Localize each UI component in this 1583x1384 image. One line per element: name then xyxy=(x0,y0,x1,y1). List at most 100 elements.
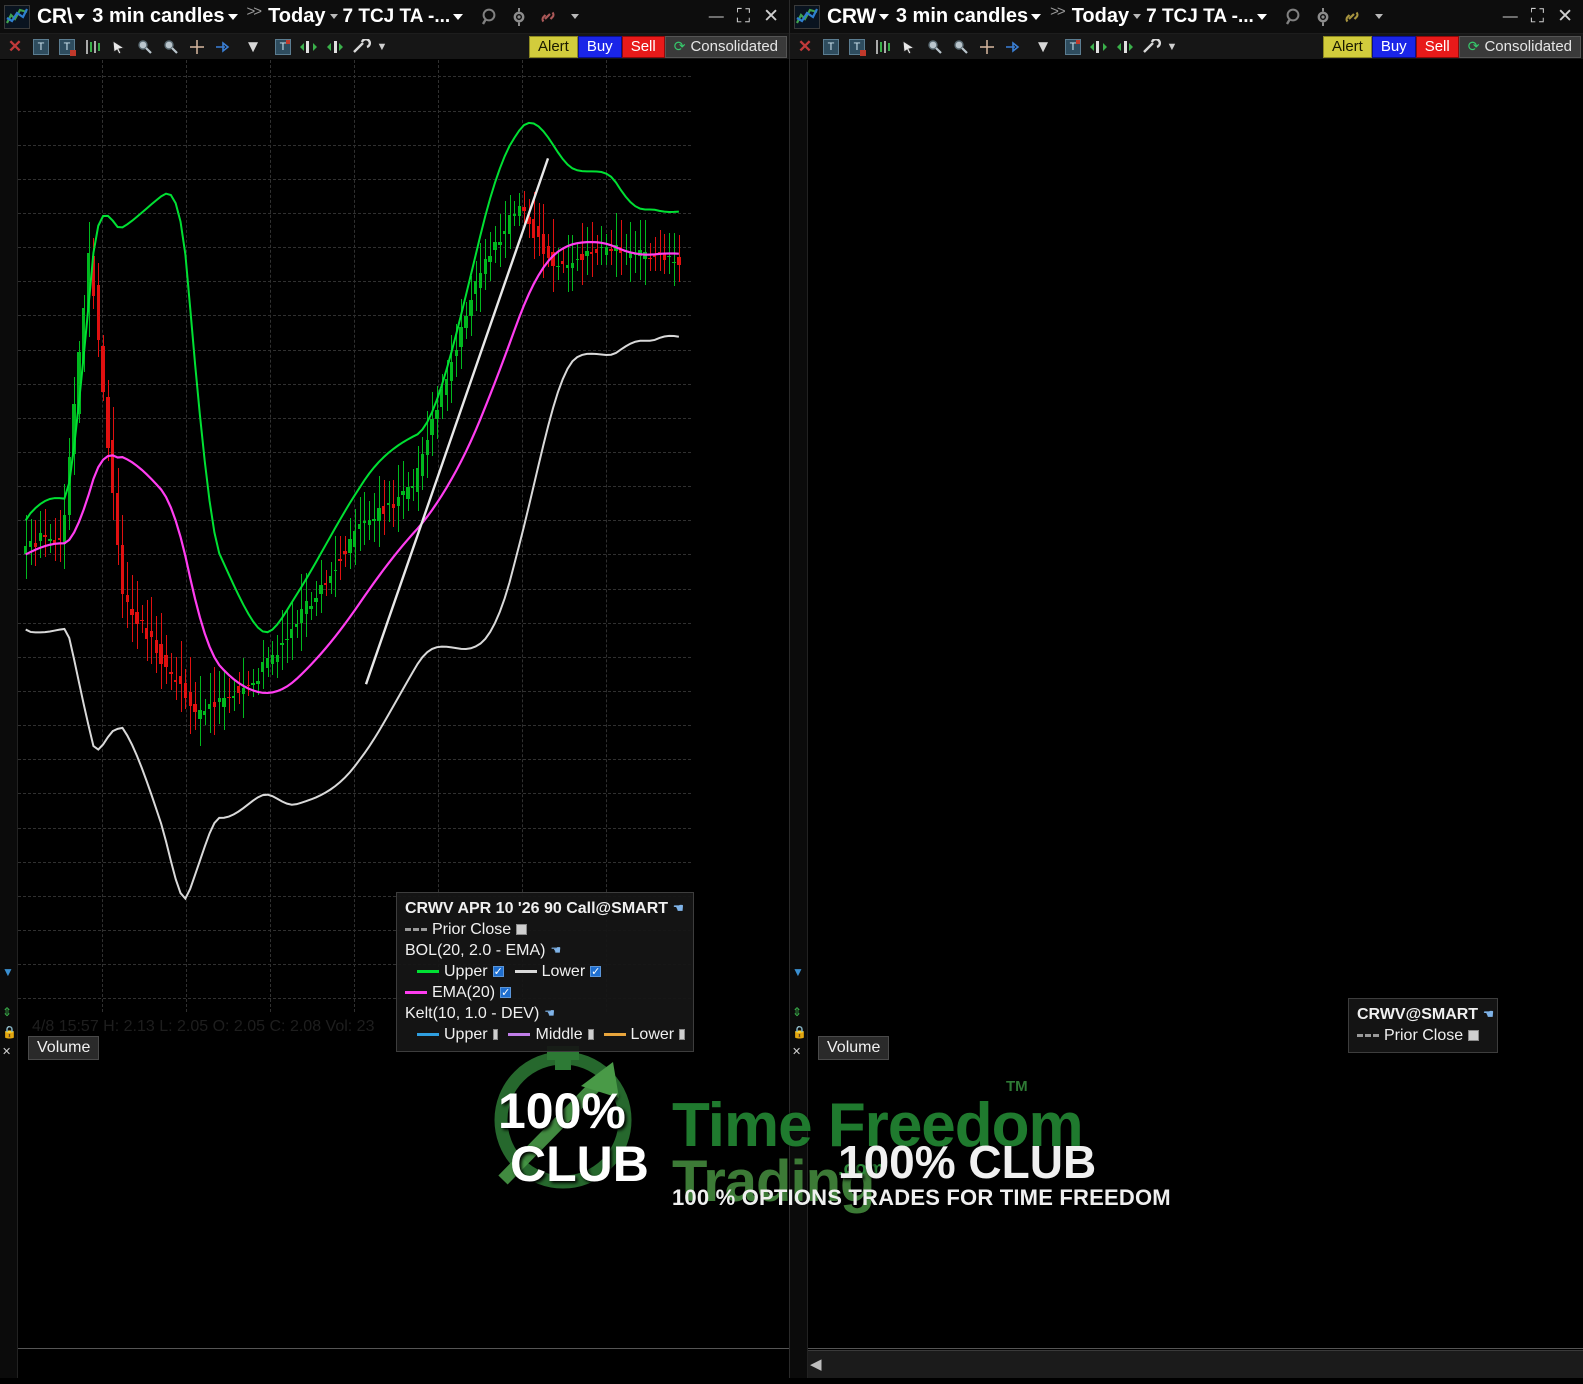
arrow-icon[interactable] xyxy=(1000,36,1026,58)
chevrons-icon[interactable]: >> xyxy=(246,2,262,20)
volume-panel-right[interactable] xyxy=(808,1038,1583,1348)
legend-title-row[interactable]: CRWV APR 10 '26 90 Call@SMART ☚ xyxy=(405,898,685,919)
ema-checkbox[interactable] xyxy=(500,983,512,1004)
legend-title-row[interactable]: CRWV@SMART ☚ xyxy=(1357,1004,1494,1025)
text-icon[interactable]: T xyxy=(28,36,54,58)
search-icon[interactable] xyxy=(480,7,500,27)
kelt-middle-checkbox[interactable] xyxy=(587,1029,594,1040)
link-dropdown-icon[interactable] xyxy=(571,14,580,19)
zoom-in-icon[interactable] xyxy=(132,36,158,58)
symbol-dropdown-icon[interactable] xyxy=(878,13,889,20)
range-label[interactable]: Today xyxy=(1071,5,1130,27)
pin-icon[interactable]: ⇕ xyxy=(792,1005,803,1019)
legend-row-bol[interactable]: BOL(20, 2.0 - EMA) ☚ xyxy=(405,940,685,961)
kelt-lower-checkbox[interactable] xyxy=(679,1029,686,1040)
lock-icon[interactable]: 🔒 xyxy=(792,1025,807,1039)
collapse-h-icon[interactable] xyxy=(322,36,348,58)
price-panel-right[interactable] xyxy=(808,60,1583,1012)
minimize-button[interactable]: — xyxy=(708,8,724,25)
chevrons-icon[interactable]: >> xyxy=(1050,2,1065,20)
interval-label[interactable]: 3 min candles xyxy=(92,5,225,27)
interval-dropdown-icon[interactable] xyxy=(227,13,238,20)
interval-dropdown-icon[interactable] xyxy=(1031,13,1042,20)
chart-legend-left[interactable]: CRWV APR 10 '26 90 Call@SMART ☚ Prior Cl… xyxy=(396,892,694,1052)
legend-row-bol-bands[interactable]: Upper Lower xyxy=(405,961,685,983)
plot-area-left[interactable]: Volume 4/8 15:57 H: 2.13 L: 2.05 O: 2.05… xyxy=(18,60,789,1384)
prior-close-checkbox[interactable] xyxy=(516,924,528,935)
expand-h-icon[interactable] xyxy=(296,36,322,58)
expand-h-icon[interactable] xyxy=(1086,36,1112,58)
buy-button[interactable]: Buy xyxy=(1371,35,1416,58)
layout-label[interactable]: 7 TCJ TA -... xyxy=(342,5,451,27)
text-icon[interactable]: T xyxy=(818,36,844,58)
chart-legend-right[interactable]: CRWV@SMART ☚ Prior Close xyxy=(1348,998,1498,1053)
gear-icon[interactable] xyxy=(1313,7,1333,27)
consolidated-button[interactable]: ⟳ Consolidated xyxy=(664,35,787,58)
chart-canvas-right[interactable]: ▼ ⇕ 🔒 ✕ Volume CRWV@SMART ☚ Prior Close xyxy=(790,60,1583,1384)
minimize-button[interactable]: — xyxy=(1502,8,1518,25)
legend-row-prior-close[interactable]: Prior Close xyxy=(405,919,685,940)
volume-axis-left[interactable] xyxy=(691,1038,789,1348)
link-icon[interactable] xyxy=(1342,7,1362,27)
pin-icon[interactable]: ⇕ xyxy=(2,1005,13,1019)
alert-button[interactable]: Alert xyxy=(528,35,578,58)
wrench-dropdown-icon[interactable]: ▼ xyxy=(376,40,388,53)
zoom-in-icon[interactable] xyxy=(922,36,948,58)
bars-icon[interactable] xyxy=(870,36,896,58)
bars-icon[interactable] xyxy=(80,36,106,58)
delete-icon[interactable]: ✕ xyxy=(797,36,813,56)
range-label[interactable]: Today xyxy=(268,5,326,27)
price-panel-left[interactable] xyxy=(18,60,789,1012)
lock-icon[interactable]: 🔒 xyxy=(2,1025,17,1039)
crosshair-icon[interactable] xyxy=(184,36,210,58)
interval-label[interactable]: 3 min candles xyxy=(895,5,1029,27)
price-axis-right[interactable] xyxy=(1485,60,1583,1012)
volume-panel-left[interactable] xyxy=(18,1038,789,1348)
gear-icon[interactable] xyxy=(509,7,529,27)
time-axis-left[interactable] xyxy=(18,1348,789,1384)
legend-row-prior-close[interactable]: Prior Close xyxy=(1357,1025,1489,1046)
range-dropdown-icon[interactable] xyxy=(1133,14,1142,19)
scroll-left-arrow-icon[interactable]: ◀ xyxy=(810,1356,822,1373)
maximize-button[interactable]: ⛶ xyxy=(1530,6,1545,27)
link-dropdown-icon[interactable] xyxy=(1374,14,1383,19)
layout-dropdown-icon[interactable] xyxy=(1256,13,1267,20)
delete-icon[interactable]: ✕ xyxy=(7,36,23,56)
snapshot-icon[interactable]: T xyxy=(1060,36,1086,58)
alert-button[interactable]: Alert xyxy=(1322,35,1372,58)
bol-upper-checkbox[interactable] xyxy=(492,962,504,983)
plot-area-right[interactable]: Volume CRWV@SMART ☚ Prior Close xyxy=(808,60,1583,1384)
layout-dropdown-icon[interactable] xyxy=(453,13,464,20)
kelt-upper-checkbox[interactable] xyxy=(492,1029,499,1040)
close-button[interactable]: ✕ xyxy=(763,6,779,27)
legend-row-kelt-bands[interactable]: Upper Middle Lower xyxy=(405,1024,686,1045)
search-icon[interactable] xyxy=(1284,7,1304,27)
arrow-icon[interactable] xyxy=(210,36,236,58)
wrench-icon[interactable] xyxy=(1138,36,1164,58)
volume-axis-right[interactable] xyxy=(1485,1038,1583,1348)
sell-button[interactable]: Sell xyxy=(1415,35,1459,58)
chart-canvas-left[interactable]: ▼ ⇕ 🔒 ✕ Volume 4/8 15:57 H: 2.13 L: 2.05… xyxy=(0,60,789,1384)
wrench-dropdown-icon[interactable]: ▼ xyxy=(1166,40,1178,53)
cursor-icon[interactable] xyxy=(106,36,132,58)
close-panel-icon[interactable]: ✕ xyxy=(792,1046,802,1058)
legend-row-kelt[interactable]: Kelt(10, 1.0 - DEV) ☚ xyxy=(405,1003,685,1024)
price-axis-left[interactable] xyxy=(691,60,789,1012)
text-box-icon[interactable]: T xyxy=(54,36,80,58)
maximize-button[interactable]: ⛶ xyxy=(736,6,751,27)
collapse-down-icon[interactable]: ▼ xyxy=(2,965,14,979)
consolidated-button[interactable]: ⟳ Consolidated xyxy=(1458,35,1581,58)
triangle-down-icon[interactable]: ▼ xyxy=(1034,36,1052,56)
close-panel-icon[interactable]: ✕ xyxy=(2,1046,12,1058)
range-dropdown-icon[interactable] xyxy=(329,14,338,19)
symbol-label[interactable]: CRW xyxy=(827,4,876,28)
prior-close-checkbox[interactable] xyxy=(1468,1030,1480,1041)
close-button[interactable]: ✕ xyxy=(1557,6,1573,27)
legend-row-ema[interactable]: EMA(20) xyxy=(405,982,685,1004)
text-box-icon[interactable]: T xyxy=(844,36,870,58)
crosshair-icon[interactable] xyxy=(974,36,1000,58)
symbol-label[interactable]: CR\ xyxy=(37,4,73,28)
collapse-down-icon[interactable]: ▼ xyxy=(792,965,804,979)
buy-button[interactable]: Buy xyxy=(577,35,622,58)
cursor-icon[interactable] xyxy=(896,36,922,58)
